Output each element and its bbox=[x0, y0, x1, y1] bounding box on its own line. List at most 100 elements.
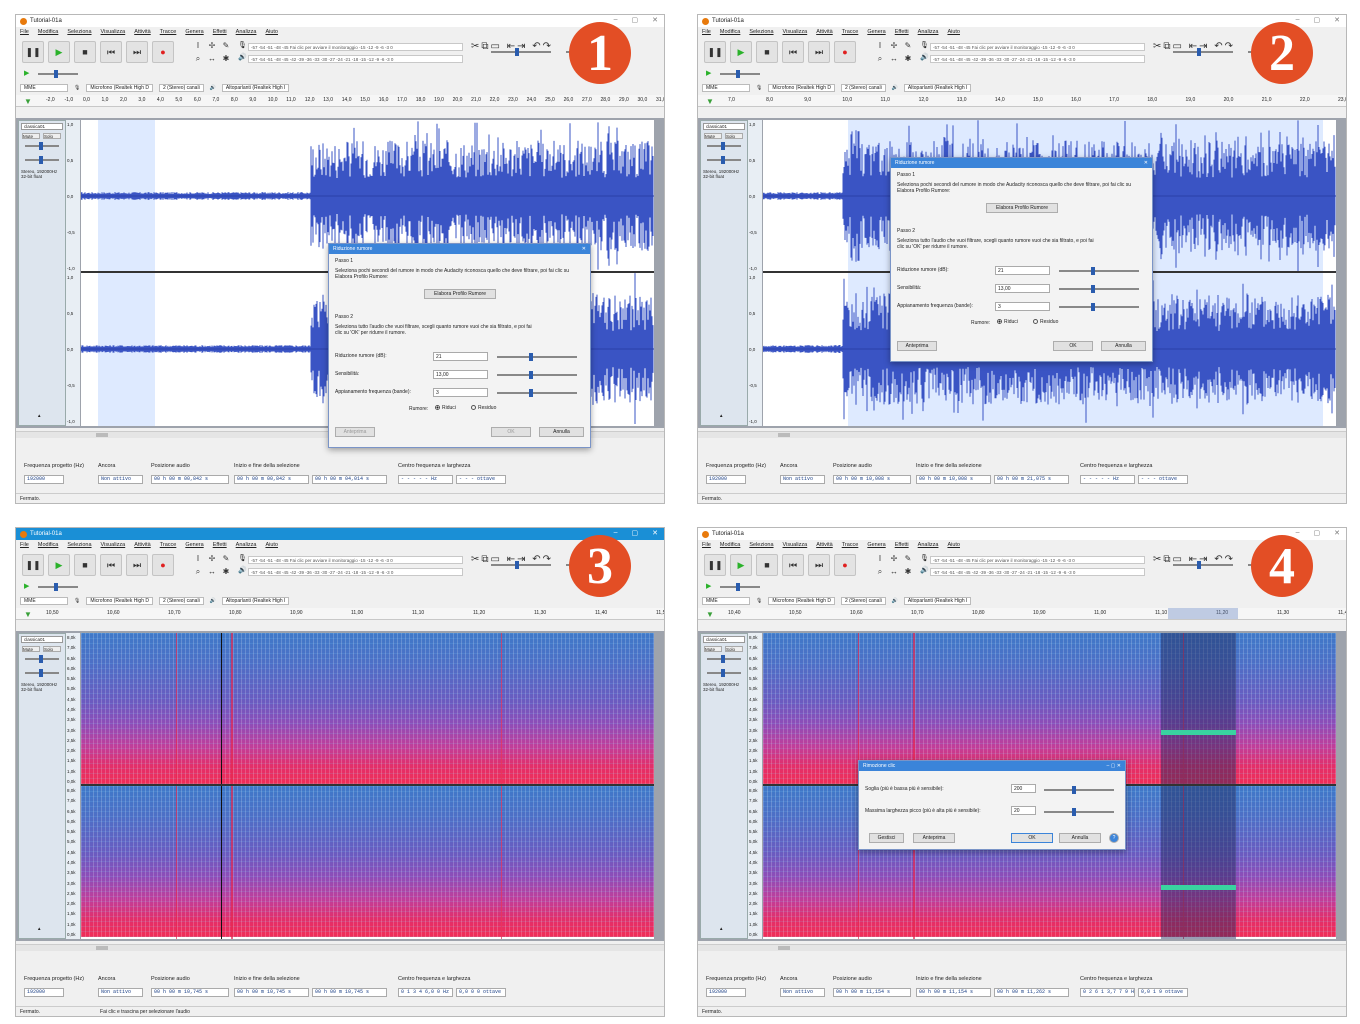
record-meter[interactable]: -57 -54 -51 -48 -45 Fai clic per avviare… bbox=[930, 43, 1145, 51]
track-name-menu[interactable]: classica01 bbox=[21, 123, 63, 130]
threshold-input[interactable]: 200 bbox=[1011, 784, 1036, 793]
play-button[interactable]: ▶ bbox=[730, 41, 752, 63]
timeline-ruler[interactable]: ▼ 10,40 10,50 10,60 10,70 10,80 10,90 11,00 11,1… bbox=[698, 608, 1346, 620]
dialog-close-icon[interactable]: ✕ bbox=[581, 246, 586, 252]
gain-slider[interactable] bbox=[707, 142, 741, 150]
audio-position-field[interactable]: 00 h 00 m 10,008 s bbox=[833, 475, 911, 484]
zoom-tool-icon[interactable]: ⌕ bbox=[195, 566, 201, 576]
pause-button[interactable]: ❚❚ bbox=[704, 41, 726, 63]
collapse-track-icon[interactable]: ▲ bbox=[719, 926, 724, 931]
collapse-track-icon[interactable]: ▲ bbox=[37, 413, 42, 418]
play-button[interactable]: ▶ bbox=[48, 554, 70, 576]
pan-slider[interactable] bbox=[25, 669, 59, 677]
skip-start-button[interactable]: ⏮ bbox=[100, 554, 122, 576]
scroll-thumb[interactable] bbox=[96, 946, 108, 950]
project-rate-select[interactable]: 192000 bbox=[706, 475, 746, 484]
track-name-menu[interactable]: classica01 bbox=[21, 636, 63, 643]
ok-button[interactable]: OK bbox=[1011, 833, 1053, 843]
recording-channels-select[interactable]: 2 (Stereo) canali bbox=[159, 596, 204, 605]
gain-slider[interactable] bbox=[707, 655, 741, 663]
play-button[interactable]: ▶ bbox=[48, 41, 70, 63]
menu-item[interactable]: Modifica bbox=[37, 28, 59, 35]
help-icon[interactable]: ? bbox=[1109, 833, 1119, 843]
collapse-track-icon[interactable]: ▲ bbox=[37, 926, 42, 931]
close-icon[interactable]: ✕ bbox=[652, 17, 658, 24]
skip-start-button[interactable]: ⏮ bbox=[782, 554, 804, 576]
audio-position-field[interactable]: 00 h 00 m 11,154 s bbox=[833, 988, 911, 997]
threshold-slider[interactable] bbox=[1044, 786, 1114, 794]
draw-tool-icon[interactable]: ✎ bbox=[222, 554, 230, 563]
reduce-radio[interactable]: Riduci bbox=[995, 319, 1018, 325]
preview-button[interactable]: Anteprima bbox=[913, 833, 955, 843]
maximize-icon[interactable]: ▢ bbox=[1313, 530, 1321, 537]
menu-item[interactable]: Attività bbox=[816, 541, 833, 548]
noise-reduction-db-slider[interactable] bbox=[497, 353, 577, 361]
max-spike-width-input[interactable]: 20 bbox=[1011, 806, 1036, 815]
solo-button[interactable]: Solo bbox=[43, 133, 61, 139]
draw-tool-icon[interactable]: ✎ bbox=[222, 41, 230, 50]
pan-slider[interactable] bbox=[25, 156, 59, 164]
frequency-width-field[interactable]: 0,0 0 0 ottave bbox=[456, 988, 506, 997]
frequency-width-field[interactable]: 0,0 1 9 ottave bbox=[1138, 988, 1188, 997]
playback-speed-slider[interactable] bbox=[720, 70, 760, 78]
sensitivity-input[interactable]: 13,00 bbox=[995, 284, 1050, 293]
menu-item[interactable]: File bbox=[702, 28, 711, 35]
stop-button[interactable]: ■ bbox=[756, 41, 778, 63]
menu-item[interactable]: Seleziona bbox=[749, 28, 774, 35]
timeline-ruler[interactable]: ▼ 10,50 10,60 10,70 10,80 10,90 11,00 11,10 11,2… bbox=[16, 608, 664, 620]
skip-end-button[interactable]: ⏭ bbox=[126, 41, 148, 63]
snap-to-select[interactable]: Non attivo bbox=[98, 988, 143, 997]
selection-tool-icon[interactable]: I bbox=[878, 554, 882, 563]
play-at-speed-icon[interactable]: ▶ bbox=[706, 583, 712, 590]
recording-device-select[interactable]: Microfono (Realtek High D bbox=[86, 596, 153, 605]
selection-end-field[interactable]: 00 h 00 m 11,262 s bbox=[994, 988, 1069, 997]
snap-to-select[interactable]: Non attivo bbox=[98, 475, 143, 484]
record-meter[interactable]: -57 -54 -51 -48 -45 Fai clic per avviare… bbox=[248, 43, 463, 51]
minimize-icon[interactable]: – bbox=[613, 529, 618, 536]
playback-meter[interactable]: -57 -54 -51 -48 -45 -42 -39 -36 -33 -30 … bbox=[248, 55, 463, 63]
timeline-ruler[interactable]: ▼ -2,0 -1,0 0,0 1,0 2,0 3,0 4,0 5,0 6,0 7,0 8,0 9,0 1… bbox=[16, 95, 664, 107]
recording-channels-select[interactable]: 2 (Stereo) canali bbox=[159, 83, 204, 92]
envelope-tool-icon[interactable]: ✢ bbox=[890, 41, 898, 50]
audio-host-select[interactable]: MME bbox=[702, 596, 750, 605]
gain-slider[interactable] bbox=[25, 142, 59, 150]
sensitivity-slider[interactable] bbox=[1059, 285, 1139, 293]
menu-item[interactable]: Aiuto bbox=[265, 28, 278, 35]
menu-item[interactable]: Tracce bbox=[159, 28, 177, 35]
spectrogram-view[interactable] bbox=[81, 633, 654, 939]
record-volume-slider[interactable] bbox=[1173, 561, 1233, 569]
menu-item[interactable]: Tracce bbox=[841, 28, 859, 35]
collapse-track-icon[interactable]: ▲ bbox=[719, 413, 724, 418]
menu-item[interactable]: Analizza bbox=[917, 541, 939, 548]
selection-end-field[interactable]: 00 h 00 m 10,745 s bbox=[312, 988, 387, 997]
scroll-thumb[interactable] bbox=[778, 946, 790, 950]
play-button[interactable]: ▶ bbox=[730, 554, 752, 576]
menu-item[interactable]: Analizza bbox=[235, 541, 257, 548]
skip-start-button[interactable]: ⏮ bbox=[782, 41, 804, 63]
frequency-center-field[interactable]: 0 2 6 1 3,7 7 9 Hz bbox=[1080, 988, 1135, 997]
recording-channels-select[interactable]: 2 (Stereo) canali bbox=[841, 83, 886, 92]
residual-radio[interactable]: Residuo bbox=[1031, 319, 1058, 325]
pause-button[interactable]: ❚❚ bbox=[22, 554, 44, 576]
skip-end-button[interactable]: ⏭ bbox=[808, 554, 830, 576]
menu-item[interactable]: Modifica bbox=[719, 541, 741, 548]
playback-device-select[interactable]: Altoparlanti (Realtek High I bbox=[903, 596, 972, 605]
record-button[interactable]: ● bbox=[834, 41, 856, 63]
horizontal-scrollbar[interactable] bbox=[16, 944, 664, 951]
record-button[interactable]: ● bbox=[152, 554, 174, 576]
dialog-close-icon[interactable]: ✕ bbox=[1143, 160, 1148, 166]
audio-host-select[interactable]: MME bbox=[702, 83, 750, 92]
playback-meter[interactable]: -57 -54 -51 -48 -45 -42 -39 -36 -33 -30 … bbox=[930, 568, 1145, 576]
playback-speed-slider[interactable] bbox=[38, 70, 78, 78]
playback-meter[interactable]: -57 -54 -51 -48 -45 -42 -39 -36 -33 -30 … bbox=[930, 55, 1145, 63]
multi-tool-icon[interactable]: ✱ bbox=[222, 53, 230, 63]
sensitivity-input[interactable]: 13,00 bbox=[433, 370, 488, 379]
noise-reduction-db-slider[interactable] bbox=[1059, 267, 1139, 275]
multi-tool-icon[interactable]: ✱ bbox=[904, 566, 912, 576]
menu-item[interactable]: Visualizza bbox=[100, 541, 126, 548]
play-at-speed-icon[interactable]: ▶ bbox=[24, 70, 30, 77]
draw-tool-icon[interactable]: ✎ bbox=[904, 554, 912, 563]
max-spike-width-slider[interactable] bbox=[1044, 808, 1114, 816]
scroll-thumb[interactable] bbox=[778, 433, 790, 437]
playback-device-select[interactable]: Altoparlanti (Realtek High I bbox=[221, 83, 290, 92]
